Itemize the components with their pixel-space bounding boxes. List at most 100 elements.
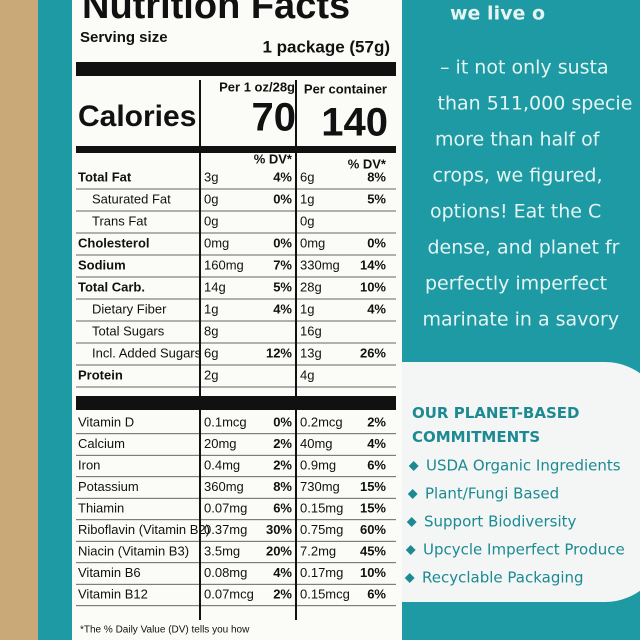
calories: 140	[321, 101, 388, 145]
amount: 0g	[204, 213, 218, 228]
daily-value: 30%	[266, 522, 292, 537]
daily-value: 14%	[360, 257, 386, 272]
amount: 160mg	[204, 257, 244, 272]
bullet	[405, 545, 416, 555]
rule	[76, 146, 396, 153]
amount: 6g	[300, 169, 314, 184]
amount: 16g	[300, 323, 322, 338]
amount: 730mg	[300, 479, 340, 494]
nutrient-name: Saturated Fat	[92, 191, 171, 206]
amount: 4g	[300, 367, 314, 382]
label-title: Nutrition Facts	[82, 0, 350, 27]
wall	[0, 0, 38, 640]
amount: 0.4mg	[204, 457, 240, 472]
daily-value: 4%	[273, 565, 292, 580]
amount: 1g	[300, 301, 314, 316]
daily-value: 5%	[367, 191, 386, 206]
nutrient-name: Total Sugars	[92, 323, 165, 338]
nutrient-name: Vitamin D	[78, 414, 134, 429]
daily-value: 0%	[367, 235, 386, 250]
story-line: more than half of	[435, 129, 601, 151]
amount: 0.1mcg	[204, 414, 247, 429]
amount: 330mg	[300, 257, 340, 272]
amount: 20mg	[204, 436, 237, 451]
daily-value: 7%	[273, 257, 292, 272]
commitment: Plant/Fungi Based	[425, 485, 559, 503]
nutrient-name: Potassium	[78, 479, 139, 494]
commitments-panel	[345, 362, 640, 602]
nutrient-name: Incl. Added Sugars	[92, 345, 202, 360]
amount: 360mg	[204, 479, 244, 494]
nutrient-name: Riboflavin (Vitamin B2)	[78, 522, 210, 537]
calories-label: Calories	[78, 100, 196, 133]
nutrition-label	[72, 0, 402, 640]
daily-value: 0%	[273, 414, 292, 429]
amount: 0mg	[300, 235, 325, 250]
daily-value: 2%	[367, 414, 386, 429]
daily-value: 4%	[273, 169, 292, 184]
amount: 0.2mcg	[300, 414, 343, 429]
commitment: Recyclable Packaging	[422, 569, 584, 587]
daily-value: 15%	[360, 479, 386, 494]
calories: 70	[252, 96, 297, 140]
nutrient-name: Protein	[78, 367, 123, 382]
commitment: Support Biodiversity	[424, 513, 577, 531]
amount: 0.9mg	[300, 457, 336, 472]
commitments-title: OUR PLANET-BASED COMMITMENTS	[412, 404, 579, 446]
amount: 1g	[204, 301, 218, 316]
nutrient-name: Trans Fat	[92, 213, 148, 228]
amount: 7.2mg	[300, 543, 336, 558]
nutrient-name: Cholesterol	[78, 235, 150, 250]
nutrient-name: Iron	[78, 457, 100, 472]
amount: 13g	[300, 345, 322, 360]
nutrient-name: Total Carb.	[78, 279, 145, 294]
footnote: *The % Daily Value (DV) tells you how	[80, 625, 250, 636]
amount: 2g	[204, 367, 218, 382]
daily-value: 20%	[266, 543, 292, 558]
story-line: – it not only susta	[440, 57, 609, 79]
story-line: crops, we figured,	[433, 165, 603, 187]
rule	[76, 62, 396, 76]
daily-value: 6%	[273, 500, 292, 515]
amount: 40mg	[300, 436, 333, 451]
amount: 0g	[300, 213, 314, 228]
daily-value: 60%	[360, 522, 386, 537]
nutrient-name: Thiamin	[78, 500, 124, 515]
daily-value: 0%	[273, 191, 292, 206]
nutrient-name: Vitamin B12	[78, 586, 148, 601]
daily-value: 15%	[360, 500, 386, 515]
serving-size: 1 package (57g)	[262, 37, 390, 56]
daily-value: 10%	[360, 565, 386, 580]
amount: 0mg	[204, 235, 229, 250]
amount: 28g	[300, 279, 322, 294]
amount: 0g	[204, 191, 218, 206]
daily-value: 6%	[367, 586, 386, 601]
amount: 3.5mg	[204, 543, 240, 558]
daily-value: 26%	[360, 345, 386, 360]
bullet	[404, 573, 415, 583]
amount: 0.08mg	[204, 565, 247, 580]
daily-value: 8%	[367, 169, 386, 184]
daily-value: 4%	[367, 301, 386, 316]
amount: 0.37mg	[204, 522, 247, 537]
nutrient-name: Calcium	[78, 436, 125, 451]
amount: 14g	[204, 279, 226, 294]
nutrient-name: Sodium	[78, 257, 126, 272]
dv-header: % DV*	[348, 156, 387, 171]
nutrient-name: Total Fat	[78, 169, 132, 184]
bullet	[408, 461, 419, 471]
story-line: marinate in a savory	[423, 309, 620, 331]
column-header: Per container	[304, 81, 387, 96]
amount: 0.75mg	[300, 522, 343, 537]
story-heading: we live o	[450, 3, 545, 25]
daily-value: 12%	[266, 345, 292, 360]
amount: 8g	[204, 323, 218, 338]
amount: 0.15mcg	[300, 586, 350, 601]
daily-value: 5%	[273, 279, 292, 294]
story-line: than 511,000 specie	[438, 93, 633, 115]
daily-value: 0%	[273, 235, 292, 250]
dv-header: % DV*	[254, 151, 293, 166]
daily-value: 4%	[367, 436, 386, 451]
